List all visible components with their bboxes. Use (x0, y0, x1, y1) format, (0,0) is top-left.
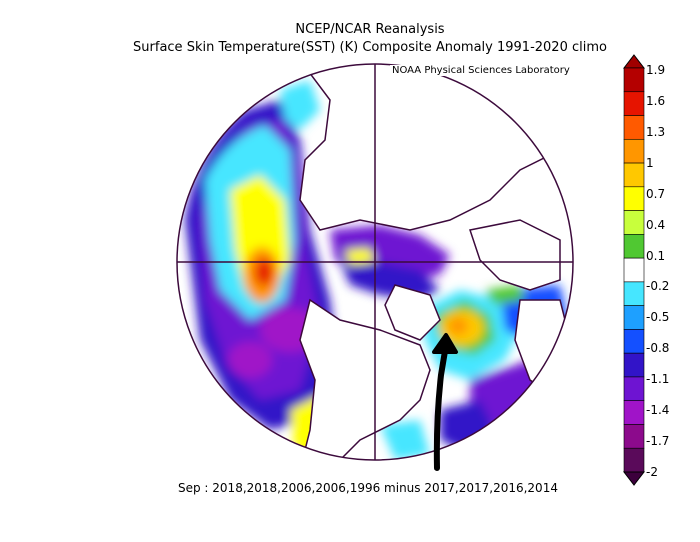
colorbar-swatch (623, 186, 645, 211)
colorbar-tick-label: -0.5 (646, 310, 670, 325)
colorbar-tick-label: -0.8 (646, 341, 670, 356)
colorbar-max-arrow (622, 54, 646, 69)
colorbar-tick-label: 0.4 (646, 217, 666, 232)
colorbar-tick-label: 1.9 (646, 63, 666, 77)
colorbar-swatch (623, 67, 645, 93)
composite-caption: Sep : 2018,2018,2006,2006,1996 minus 201… (178, 481, 558, 495)
map-subtitle: Surface Skin Temperature(SST) (K) Compos… (133, 40, 607, 55)
credit-label: NOAA Physical Sciences Laboratory (390, 65, 572, 76)
colorbar-tick-label: -0.2 (646, 279, 670, 294)
colorbar-swatch (623, 91, 645, 116)
colorbar-tick-label: 1.6 (646, 93, 666, 108)
colorbar-swatch (623, 376, 645, 402)
colorbar-swatch (623, 257, 645, 283)
colorbar-swatch (623, 447, 645, 473)
colorbar-tick-label: 1 (646, 155, 654, 170)
anomaly-field (185, 75, 570, 460)
colorbar-swatch (623, 281, 645, 306)
colorbar-swatch (623, 162, 645, 188)
colorbar-swatch (623, 352, 645, 378)
continents (298, 64, 573, 460)
colorbar-swatch (623, 305, 645, 330)
colorbar-swatch (623, 210, 645, 235)
colorbar-swatch (623, 138, 645, 164)
colorbar-swatch (623, 329, 645, 354)
colorbar (622, 54, 646, 486)
colorbar-min-arrow (622, 471, 646, 486)
land-north-america (298, 298, 431, 460)
land-greenland (384, 284, 441, 341)
colorbar-swatch (623, 424, 645, 449)
land-europe (469, 219, 561, 291)
colorbar-tick-label: -1.7 (646, 434, 670, 449)
map-title: NCEP/NCAR Reanalysis (295, 22, 445, 37)
colorbar-tick-label: 0.7 (646, 186, 666, 201)
colorbar-tick-label: 0.1 (646, 248, 666, 263)
annotation-arrow (432, 333, 458, 471)
graticule (176, 63, 574, 461)
polar-map (176, 63, 574, 471)
colorbar-tick-label: 1.3 (646, 124, 666, 139)
colorbar-tick-label: -1.4 (646, 403, 670, 418)
colorbar-tick-label: -2 (646, 465, 658, 479)
colorbar-tick-label: -1.1 (646, 372, 670, 387)
colorbar-swatch (623, 234, 645, 259)
colorbar-swatch (623, 115, 645, 140)
colorbar-swatch (623, 400, 645, 425)
